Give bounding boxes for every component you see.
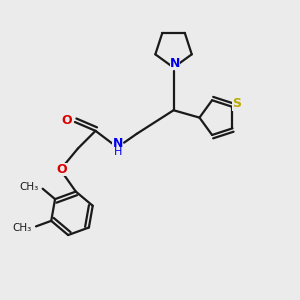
Text: O: O [61, 114, 72, 127]
Text: H: H [113, 147, 122, 158]
Text: O: O [56, 163, 67, 176]
Text: CH₃: CH₃ [12, 223, 32, 233]
Text: S: S [232, 98, 242, 110]
Text: N: N [112, 137, 123, 150]
Text: N: N [170, 57, 180, 70]
Text: CH₃: CH₃ [19, 182, 38, 192]
